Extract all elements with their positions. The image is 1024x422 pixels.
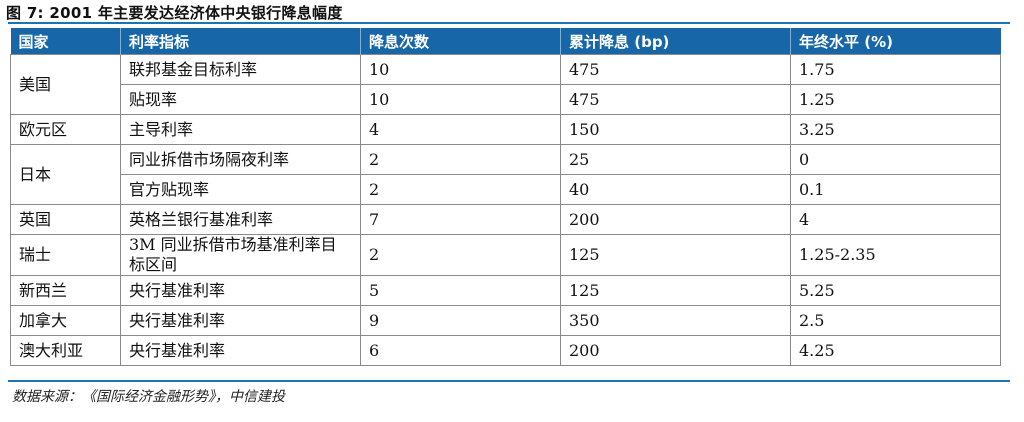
rate-cut-table: 国家 利率指标 降息次数 累计降息 (bp) 年终水平 (%) 美国 联邦基金目… (10, 28, 1001, 366)
table-row: 官方贴现率 2 40 0.1 (11, 174, 1001, 205)
header-cuts: 降息次数 (360, 28, 561, 55)
cuts-cell: 2 (360, 174, 561, 205)
table-header-row: 国家 利率指标 降息次数 累计降息 (bp) 年终水平 (%) (10, 28, 1001, 55)
cuts-cell: 6 (360, 335, 561, 366)
level-cell: 1.25 (790, 84, 1001, 115)
total-cell: 150 (560, 114, 791, 145)
level-cell: 0 (790, 144, 1001, 175)
table-row: 英国 英格兰银行基准利率 7 200 4 (10, 204, 1001, 235)
level-cell: 4 (790, 204, 1001, 235)
country-cell: 英国 (10, 204, 121, 235)
cuts-cell: 10 (360, 54, 561, 85)
header-year-end-level: 年终水平 (%) (790, 28, 1001, 55)
country-cell: 新西兰 (10, 275, 121, 306)
total-cell: 125 (560, 234, 791, 276)
figure-title: 图 7: 2001 年主要发达经济体中央银行降息幅度 (6, 4, 343, 22)
source-note: 数据来源：《国际经济金融形势》，中信建投 (12, 389, 285, 405)
total-cell: 25 (560, 144, 791, 175)
country-cell: 澳大利亚 (10, 335, 121, 366)
cuts-cell: 10 (360, 84, 561, 115)
indicator-cell: 央行基准利率 (120, 305, 361, 336)
indicator-cell: 官方贴现率 (120, 174, 361, 205)
total-cell: 40 (560, 174, 791, 205)
table-row: 澳大利亚 央行基准利率 6 200 4.25 (10, 335, 1001, 366)
indicator-cell: 央行基准利率 (120, 275, 361, 306)
table-row: 欧元区 主导利率 4 150 3.25 (10, 114, 1001, 145)
cuts-cell: 2 (360, 234, 561, 276)
header-indicator: 利率指标 (120, 28, 361, 55)
cuts-cell: 4 (360, 114, 561, 145)
top-rule (8, 22, 1010, 24)
header-total-bp: 累计降息 (bp) (560, 28, 791, 55)
level-cell: 1.25-2.35 (790, 234, 1001, 276)
total-cell: 125 (560, 275, 791, 306)
table-row: 瑞士 3M 同业拆借市场基准利率目标区间 2 125 1.25-2.35 (10, 234, 1001, 276)
indicator-cell: 主导利率 (120, 114, 361, 145)
indicator-cell: 央行基准利率 (120, 335, 361, 366)
table-row: 加拿大 央行基准利率 9 350 2.5 (10, 305, 1001, 336)
country-cell: 加拿大 (10, 305, 121, 336)
country-cell: 欧元区 (10, 114, 121, 145)
cuts-cell: 7 (360, 204, 561, 235)
header-country: 国家 (10, 28, 121, 55)
country-cell: 瑞士 (10, 234, 121, 276)
level-cell: 1.75 (790, 54, 1001, 85)
total-cell: 475 (560, 84, 791, 115)
table-row: 贴现率 10 475 1.25 (11, 84, 1001, 115)
level-cell: 4.25 (790, 335, 1001, 366)
cuts-cell: 9 (360, 305, 561, 336)
table-row: 美国 联邦基金目标利率 10 475 1.75 (10, 54, 1001, 115)
level-cell: 0.1 (790, 174, 1001, 205)
total-cell: 475 (560, 54, 791, 85)
bottom-rule (8, 380, 1010, 382)
country-cell: 日本 (10, 144, 121, 205)
indicator-cell: 同业拆借市场隔夜利率 (120, 144, 361, 175)
total-cell: 200 (560, 335, 791, 366)
level-cell: 3.25 (790, 114, 1001, 145)
indicator-cell: 联邦基金目标利率 (120, 54, 361, 85)
indicator-cell: 英格兰银行基准利率 (120, 204, 361, 235)
indicator-cell: 贴现率 (120, 84, 361, 115)
level-cell: 2.5 (790, 305, 1001, 336)
country-cell: 美国 (10, 54, 121, 115)
total-cell: 200 (560, 204, 791, 235)
cuts-cell: 2 (360, 144, 561, 175)
level-cell: 5.25 (790, 275, 1001, 306)
cuts-cell: 5 (360, 275, 561, 306)
total-cell: 350 (560, 305, 791, 336)
table-row: 日本 同业拆借市场隔夜利率 2 25 0 (10, 144, 1001, 205)
table-row: 新西兰 央行基准利率 5 125 5.25 (10, 275, 1001, 306)
indicator-cell: 3M 同业拆借市场基准利率目标区间 (120, 234, 361, 276)
